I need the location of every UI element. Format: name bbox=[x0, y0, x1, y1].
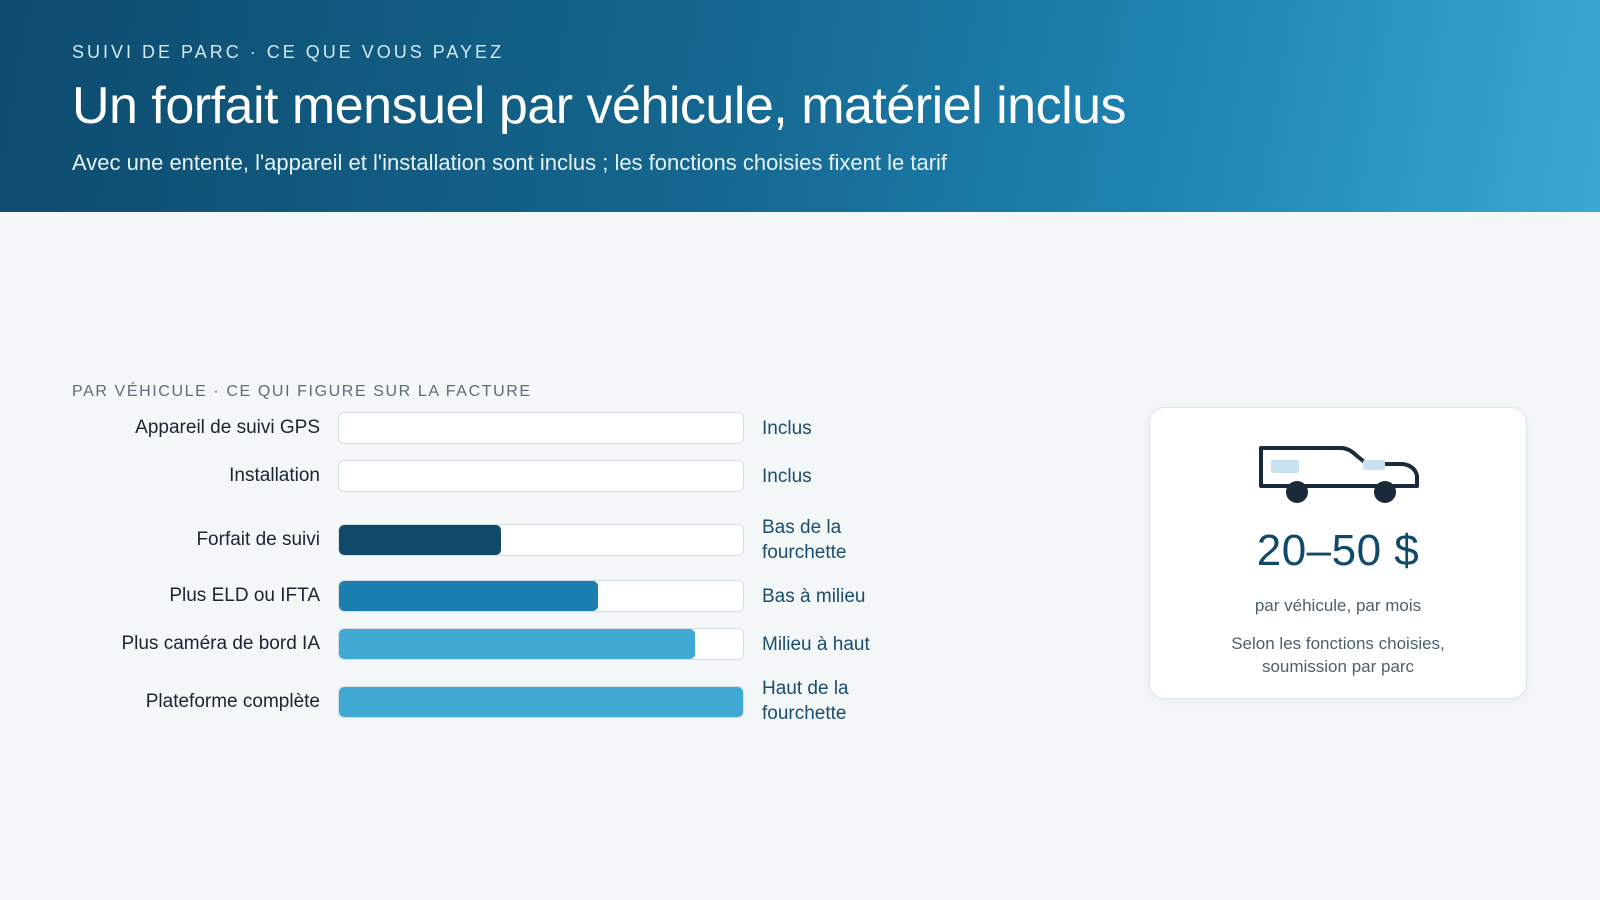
row-label: Forfait de suivi bbox=[196, 529, 320, 550]
level-fill bbox=[339, 629, 695, 659]
section-label: PAR VÉHICULE · CE QUI FIGURE SUR LA FACT… bbox=[72, 383, 532, 400]
row-value: Bas de la fourchette bbox=[762, 517, 847, 563]
row-label: Plus ELD ou IFTA bbox=[169, 585, 320, 606]
cost-row-tracking-plan: Forfait de suivi Bas de la fourchette bbox=[0, 508, 900, 568]
cost-row-gps-device: Appareil de suivi GPS Inclus bbox=[0, 412, 900, 472]
row-value: Haut de la fourchette bbox=[762, 678, 849, 724]
header-banner: SUIVI DE PARC · CE QUE VOUS PAYEZ Un for… bbox=[0, 0, 1600, 212]
level-track bbox=[338, 686, 744, 718]
row-label: Plateforme complète bbox=[145, 691, 320, 712]
cost-row-full-platform: Plateforme complète Haut de la fourchett… bbox=[0, 670, 900, 730]
row-label: Appareil de suivi GPS bbox=[135, 417, 320, 438]
row-value: Milieu à haut bbox=[762, 634, 870, 655]
level-track bbox=[338, 460, 744, 492]
page-subtitle: Avec une entente, l'appareil et l'instal… bbox=[72, 150, 948, 175]
row-value: Inclus bbox=[762, 418, 812, 439]
van-icon bbox=[1259, 446, 1419, 503]
level-track bbox=[338, 628, 744, 660]
level-fill bbox=[339, 581, 598, 611]
level-track bbox=[338, 412, 744, 444]
row-value: Inclus bbox=[762, 466, 812, 487]
price-period: par véhicule, par mois bbox=[1254, 596, 1422, 615]
row-value: Bas à milieu bbox=[762, 586, 866, 607]
price-card: 20–50 $ par véhicule, par mois Selon les… bbox=[1149, 407, 1527, 699]
page-title: Un forfait mensuel par véhicule, matérie… bbox=[72, 77, 1127, 135]
cost-row-installation: Installation Inclus bbox=[0, 460, 900, 520]
level-fill bbox=[339, 525, 501, 555]
level-track bbox=[338, 524, 744, 556]
level-fill bbox=[339, 687, 743, 717]
row-label: Installation bbox=[229, 465, 320, 486]
cost-row-eld-ifta: Plus ELD ou IFTA Bas à milieu bbox=[0, 580, 900, 640]
price-note: Selon les fonctions choisies, soumission… bbox=[1231, 634, 1445, 676]
header-eyebrow: SUIVI DE PARC · CE QUE VOUS PAYEZ bbox=[72, 42, 505, 62]
row-label: Plus caméra de bord IA bbox=[121, 633, 320, 654]
level-track bbox=[338, 580, 744, 612]
price-range: 20–50 $ bbox=[1256, 526, 1420, 575]
cost-row-ai-dashcam: Plus caméra de bord IA Milieu à haut bbox=[0, 628, 900, 688]
